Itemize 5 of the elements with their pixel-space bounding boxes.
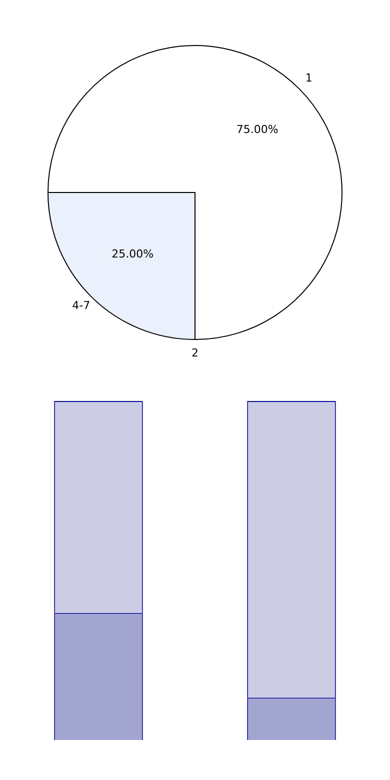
slice-label: 4-7: [72, 299, 90, 312]
slice-label: 1: [305, 72, 312, 85]
data-label: 75.00%: [236, 122, 278, 136]
data-label: 25.00%: [112, 248, 154, 261]
category-label: 2: [192, 346, 198, 360]
